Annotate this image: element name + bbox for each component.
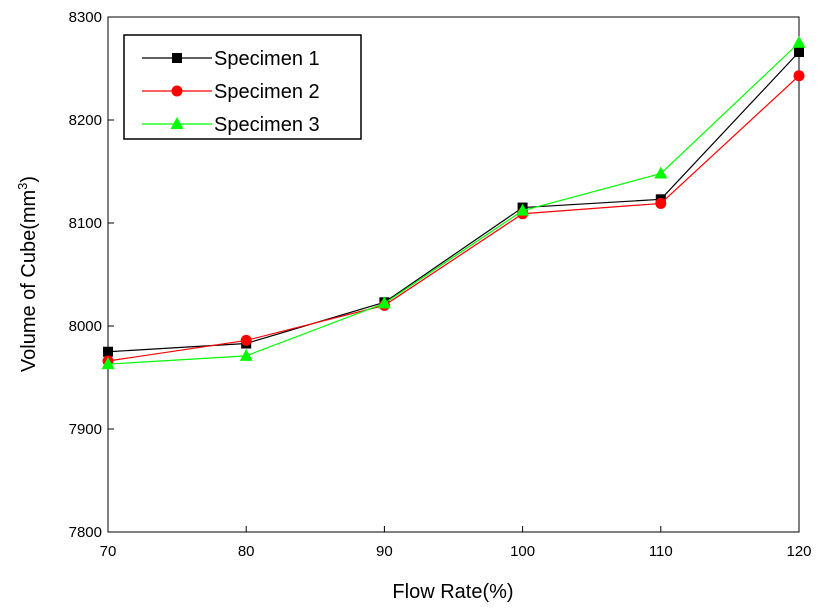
data-point — [103, 346, 113, 357]
y-axis-title-main: Volume of Cube(mm — [18, 190, 40, 372]
data-point — [516, 203, 530, 216]
data-point — [654, 166, 668, 179]
legend-marker — [170, 117, 184, 129]
legend: Specimen 1 Specimen 2 Specimen 3 — [123, 34, 362, 140]
series-specimen-3 — [101, 35, 806, 370]
data-point — [655, 197, 667, 209]
series-line — [107, 51, 800, 353]
series-line — [107, 75, 800, 362]
data-point — [793, 70, 805, 82]
series-line — [107, 42, 800, 365]
y-tick-label: 8000 — [69, 318, 102, 335]
x-tick-label: 110 — [649, 543, 673, 560]
data-point — [792, 35, 806, 48]
legend-item: Specimen 2 — [142, 81, 320, 103]
y-tick-label: 8100 — [69, 215, 102, 232]
x-tick-label: 80 — [238, 543, 255, 560]
y-axis-title: Volume of Cube(mm3) — [15, 176, 40, 372]
legend-label: Specimen 3 — [214, 114, 320, 136]
legend-box — [123, 34, 362, 140]
legend-item: Specimen 1 — [142, 48, 320, 70]
x-tick-label: 70 — [100, 543, 117, 560]
data-point — [239, 348, 253, 361]
x-tick-label: 100 — [510, 543, 535, 560]
y-tick-label: 8200 — [69, 112, 102, 129]
x-axis: 70 80 90 100 110 120 — [100, 526, 812, 560]
y-tick-label: 7800 — [69, 524, 102, 541]
legend-label: Specimen 2 — [214, 81, 320, 103]
legend-marker — [172, 53, 182, 63]
series-layer — [101, 35, 806, 370]
x-tick-label: 90 — [376, 543, 393, 560]
x-axis-title: Flow Rate(%) — [392, 581, 513, 603]
data-point — [377, 296, 391, 309]
y-tick-label: 7900 — [69, 421, 102, 438]
legend-marker — [171, 85, 183, 97]
y-axis: 7800 7900 8000 8100 8200 8300 — [69, 9, 114, 541]
y-axis-title-superscript: 3 — [15, 183, 30, 190]
legend-item: Specimen 3 — [142, 114, 320, 136]
y-tick-label: 8300 — [69, 9, 102, 26]
data-point — [794, 47, 804, 58]
y-axis-title-suffix: ) — [18, 176, 40, 183]
data-point — [101, 357, 115, 370]
x-tick-label: 120 — [786, 543, 811, 560]
legend-label: Specimen 1 — [214, 48, 320, 70]
data-point — [240, 334, 252, 346]
